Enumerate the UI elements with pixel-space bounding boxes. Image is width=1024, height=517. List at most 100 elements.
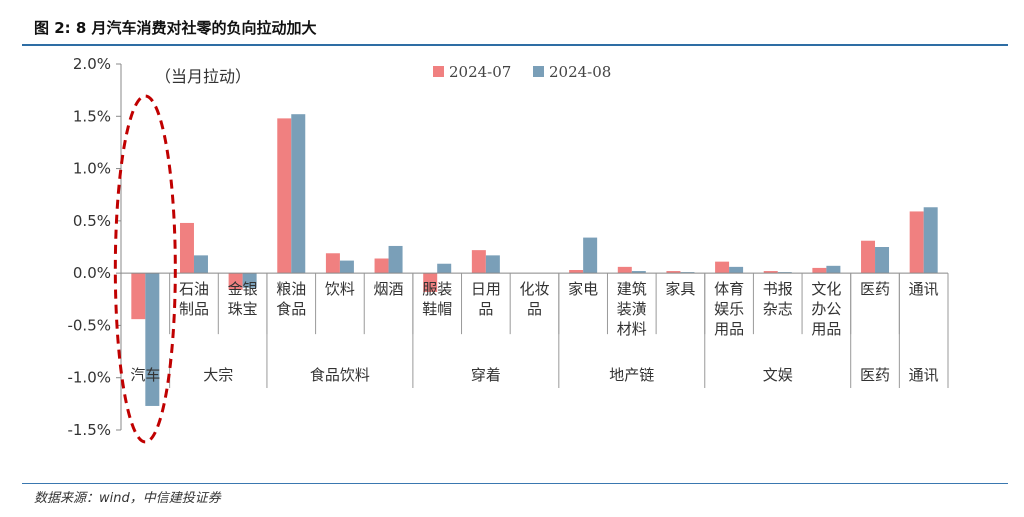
bar-2024-07-1 — [179, 222, 194, 274]
annotations: （当月拉动） — [113, 67, 251, 444]
group-label: 地产链 — [609, 366, 654, 384]
y-tick-label: -0.5% — [67, 316, 111, 334]
bar-2024-07-15 — [861, 240, 876, 274]
bar-2024-08-3 — [291, 114, 306, 274]
category-label-line: 鞋帽 — [422, 300, 452, 318]
bar-2024-07-12 — [715, 261, 730, 274]
category-label: 建筑装潢材料 — [617, 280, 647, 338]
category-label-line: 材料 — [617, 320, 647, 338]
category-label: 文化办公用品 — [811, 280, 841, 338]
bar-2024-08-11 — [680, 272, 695, 274]
bar-2024-07-9 — [569, 270, 584, 274]
y-tick-label: -1.0% — [67, 369, 111, 387]
category-label: 日用品 — [471, 280, 501, 318]
source-note: 数据来源：wind，中信建投证券 — [34, 491, 221, 506]
legend-swatch-2024-07 — [433, 66, 444, 77]
category-label-line: 品 — [527, 300, 542, 318]
group-label: 穿着 — [471, 366, 501, 384]
source-rule — [22, 483, 1008, 484]
y-tick-label: 0.0% — [73, 264, 111, 282]
bar-2024-07-14 — [812, 267, 827, 274]
category-label-line: 体育 — [714, 280, 744, 298]
y-tick-label: 0.5% — [73, 212, 111, 230]
category-label-line: 杂志 — [763, 300, 793, 318]
category-label-line: 书报 — [763, 280, 793, 298]
category-label-line: 烟酒 — [374, 280, 404, 298]
category-label: 饮料 — [325, 280, 355, 298]
bar-2024-08-7 — [485, 255, 500, 274]
category-label-line: 服装 — [422, 280, 452, 298]
group-label: 医药 — [860, 366, 890, 384]
y-tick-label: 2.0% — [73, 55, 111, 73]
y-tick-label: 1.0% — [73, 160, 111, 178]
category-label-line: 石油 — [179, 280, 209, 298]
category-label-line: 娱乐 — [714, 300, 744, 318]
category-label-line: 家具 — [665, 280, 695, 298]
bar-2024-07-0 — [131, 273, 146, 320]
bar-2024-07-10 — [617, 266, 632, 274]
bar-2024-08-4 — [339, 260, 354, 274]
category-label-line: 粮油 — [276, 280, 306, 298]
category-label-line: 通讯 — [909, 280, 939, 298]
category-label: 烟酒 — [374, 280, 404, 298]
category-label: 书报杂志 — [763, 280, 793, 318]
category-label-line: 办公 — [811, 300, 841, 318]
bar-2024-07-7 — [471, 250, 486, 274]
legend-label: 2024-08 — [549, 63, 611, 81]
y-tick-label: -1.5% — [67, 421, 111, 439]
category-label-line: 家电 — [568, 280, 598, 298]
bar-2024-07-4 — [325, 253, 340, 274]
bar-2024-08-12 — [729, 266, 744, 274]
category-label-line: 用品 — [714, 320, 744, 338]
bar-2024-08-15 — [875, 247, 890, 274]
bar-2024-07-6 — [423, 273, 438, 292]
bar-2024-08-14 — [826, 265, 841, 274]
category-label-line: 文化 — [811, 280, 841, 298]
group-label: 食品饮料 — [310, 366, 370, 384]
bar-2024-08-5 — [388, 245, 403, 274]
category-label: 家具 — [665, 280, 695, 298]
category-label-line: 建筑 — [617, 280, 647, 298]
bar-2024-08-10 — [631, 271, 646, 274]
bar-2024-07-2 — [228, 273, 243, 290]
category-label-line: 品 — [478, 300, 493, 318]
legend-swatch-2024-08 — [533, 66, 544, 77]
category-label-line: 日用 — [471, 280, 501, 298]
bar-2024-07-16 — [909, 211, 924, 274]
category-label-line: 医药 — [860, 280, 890, 298]
category-label: 服装鞋帽 — [422, 280, 452, 318]
category-label: 医药 — [860, 280, 890, 298]
category-label-line: 食品 — [276, 300, 306, 318]
figure-title: 图 2: 8 月汽车消费对社零的负向拉动加大 — [34, 19, 317, 37]
bar-2024-07-13 — [763, 271, 778, 274]
category-label: 通讯 — [909, 280, 939, 298]
group-label: 通讯 — [909, 366, 939, 384]
category-label-line: 饮料 — [325, 280, 355, 298]
legend-label: 2024-07 — [449, 63, 511, 81]
bar-2024-08-1 — [193, 255, 208, 274]
category-label: 金银珠宝 — [228, 280, 258, 318]
bar-2024-07-11 — [666, 271, 681, 274]
category-label-line: 制品 — [179, 300, 209, 318]
category-label-line: 金银 — [228, 280, 258, 298]
category-label: 汽车 — [130, 366, 160, 384]
category-label: 粮油食品 — [276, 280, 306, 318]
bar-2024-07-5 — [374, 258, 389, 274]
category-label-line: 珠宝 — [228, 300, 258, 318]
bar-2024-08-2 — [242, 273, 257, 288]
category-label: 体育娱乐用品 — [714, 280, 744, 338]
title-rule — [22, 44, 1008, 46]
bar-2024-07-3 — [277, 118, 292, 274]
category-label-line: 用品 — [811, 320, 841, 338]
category-label: 家电 — [568, 280, 598, 298]
chart-subtitle: （当月拉动） — [155, 67, 251, 86]
y-tick-label: 1.5% — [73, 107, 111, 125]
group-label: 文娱 — [763, 366, 793, 384]
category-label: 化妆品 — [519, 280, 549, 318]
bars — [131, 114, 938, 406]
bar-2024-08-0 — [145, 273, 160, 406]
bar-2024-08-13 — [777, 272, 792, 274]
y-axis: 2.0% 1.5% 1.0% 0.5% 0.0% -0.5% -1.0% -1.5% — [67, 55, 122, 439]
group-label: 大宗 — [203, 366, 233, 384]
